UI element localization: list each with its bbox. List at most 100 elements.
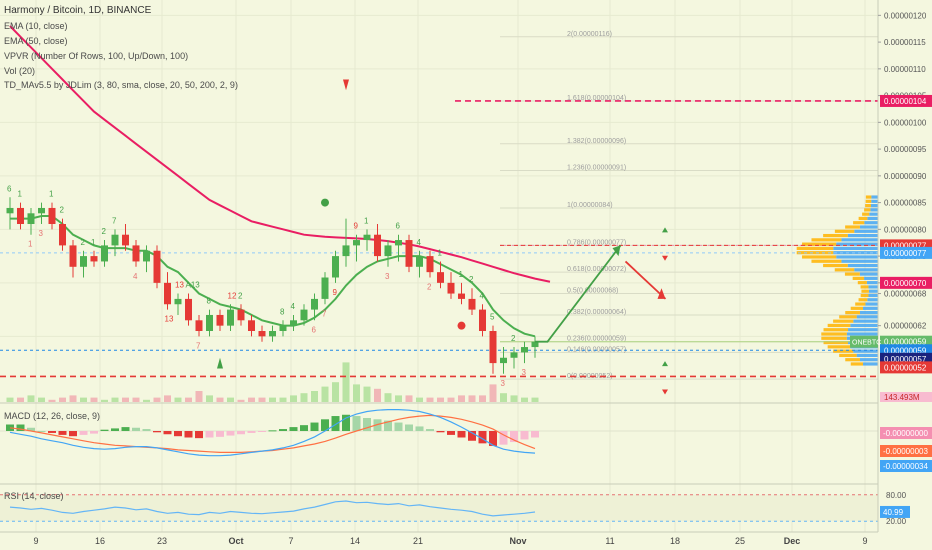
macd-line xyxy=(9,409,536,457)
candle-up xyxy=(269,331,276,337)
vpvr-down-bar xyxy=(833,319,854,323)
candles[interactable] xyxy=(6,197,539,374)
fib-label: 0.618(0.00000072) xyxy=(567,266,626,273)
time-axis[interactable]: 9 16 23 Oct 7 14 21 Nov 11 18 25 Dec 9 xyxy=(33,536,867,546)
volume-bar xyxy=(342,362,350,402)
time-tick-label: 11 xyxy=(605,536,614,546)
vpvr-down-bar xyxy=(834,229,855,233)
symbol-title[interactable]: Harmony / Bitcoin, 1D, BINANCE xyxy=(4,5,152,16)
td-count-label: 3 xyxy=(385,272,390,281)
rsi-tick-label: 80.00 xyxy=(886,491,907,500)
vpvr-up-bar xyxy=(859,311,878,315)
vpvr-down-bar xyxy=(823,340,849,345)
price-badge xyxy=(880,361,932,374)
macd-histogram-bar xyxy=(237,431,245,435)
indicator-ema50[interactable]: EMA (50, close) xyxy=(4,36,68,46)
price-tick-label: 0.00000068 xyxy=(884,290,927,299)
macd-histogram-bar xyxy=(58,431,67,435)
candle-down xyxy=(426,256,434,273)
macd-histogram-bar xyxy=(184,431,193,438)
volume-bar xyxy=(269,397,276,402)
volume-bar xyxy=(447,397,455,402)
volume-bar xyxy=(185,397,192,402)
volume-bar xyxy=(216,397,224,402)
macd-histogram-bar xyxy=(195,431,203,439)
indicator-ema10[interactable]: EMA (10, close) xyxy=(4,21,68,31)
vpvr-down-bar xyxy=(823,233,848,238)
macd-histogram-bar xyxy=(468,431,476,441)
vpvr-up-bar xyxy=(871,195,878,199)
price-badge-label: 0.00000059 xyxy=(884,338,927,347)
td-count-label: 13 xyxy=(175,281,184,290)
indicator-vpvr[interactable]: VPVR (Number Of Rows, 100, Up/Down, 100) xyxy=(4,51,189,61)
price-levels xyxy=(0,100,878,378)
vpvr-down-bar xyxy=(862,212,870,216)
vpvr-up-bar xyxy=(871,199,878,203)
vpvr-down-bar xyxy=(833,349,854,353)
vpvr-up-bar xyxy=(864,221,878,225)
vpvr-up-bar xyxy=(856,353,878,358)
candle-up xyxy=(143,250,150,262)
rsi-pane[interactable] xyxy=(0,494,878,522)
candle-down xyxy=(479,309,486,331)
symbol-tag xyxy=(850,335,878,348)
indicator-volume[interactable]: Vol (20) xyxy=(4,66,36,76)
macd-histogram-bar xyxy=(342,414,350,431)
fib-label: 1.236(0.00000091) xyxy=(567,165,626,172)
price-axis-background xyxy=(878,0,932,550)
vpvr-down-bar xyxy=(827,323,851,328)
price-tick-label: 0.00000110 xyxy=(884,65,926,74)
macd-pane[interactable] xyxy=(0,409,878,457)
td-count-label: 2 xyxy=(469,275,474,284)
macd-histogram-bar xyxy=(394,422,403,431)
price-badge xyxy=(880,276,932,289)
price-badge xyxy=(880,246,932,259)
arrowhead xyxy=(657,288,666,299)
macd-histogram-bar xyxy=(531,431,539,438)
candle-up xyxy=(395,240,402,246)
td-count-label: 4 xyxy=(291,302,296,311)
macd-histogram-bar xyxy=(163,431,172,435)
td-count-label: 9 xyxy=(333,288,338,297)
macd-histogram-bar xyxy=(268,430,277,432)
fib-label: 0.786(0.00000077) xyxy=(567,239,626,246)
candle-down xyxy=(468,298,476,310)
macd-badge xyxy=(880,460,932,472)
time-tick-label: 9 xyxy=(33,536,38,546)
rsi-title[interactable]: RSI (14, close) xyxy=(4,491,64,501)
macd-histogram-bar xyxy=(6,424,14,431)
price-tick-label: 0.00000095 xyxy=(884,145,927,154)
td-count-label: 12 xyxy=(228,291,237,300)
macd-histogram-bar xyxy=(279,429,287,431)
volume-bar xyxy=(384,393,392,402)
macd-title[interactable]: MACD (12, 26, close, 9) xyxy=(4,411,101,421)
macd-histogram-bar xyxy=(352,416,361,431)
volume-bar xyxy=(122,397,129,402)
indicator-td-ma[interactable]: TD_MAv5.5 by JDLim (3, 80, sma, close, 2… xyxy=(4,80,238,90)
time-tick-label: 7 xyxy=(288,536,293,546)
ema50-line xyxy=(9,25,551,283)
volume-bar xyxy=(38,397,45,402)
macd-badge xyxy=(880,427,932,439)
time-tick-label: Nov xyxy=(509,536,526,546)
volume-bar xyxy=(6,397,14,402)
candle-up xyxy=(521,347,528,353)
candle-down xyxy=(258,331,266,337)
vpvr-up-bar xyxy=(841,259,878,263)
macd-histogram-bar xyxy=(27,427,35,431)
buy-arrow-marker xyxy=(217,357,223,369)
vpvr-up-bar xyxy=(856,315,878,319)
price-tick-label: 0.00000085 xyxy=(884,199,927,208)
volume-bar xyxy=(468,395,476,402)
vpvr-up-bar xyxy=(836,255,878,259)
price-axis[interactable]: 0.000001200.000001150.000001100.00000105… xyxy=(850,0,932,550)
td-count-label: 7 xyxy=(322,309,327,318)
td-count-label: 8 xyxy=(280,307,285,316)
td-count-label: 2 xyxy=(511,334,516,343)
vpvr-down-bar xyxy=(802,255,837,259)
volume-bar xyxy=(101,399,108,402)
vpvr-up-bar xyxy=(847,233,878,238)
vpvr-down-bar xyxy=(811,259,842,263)
td-count-label: 7 xyxy=(112,216,117,225)
